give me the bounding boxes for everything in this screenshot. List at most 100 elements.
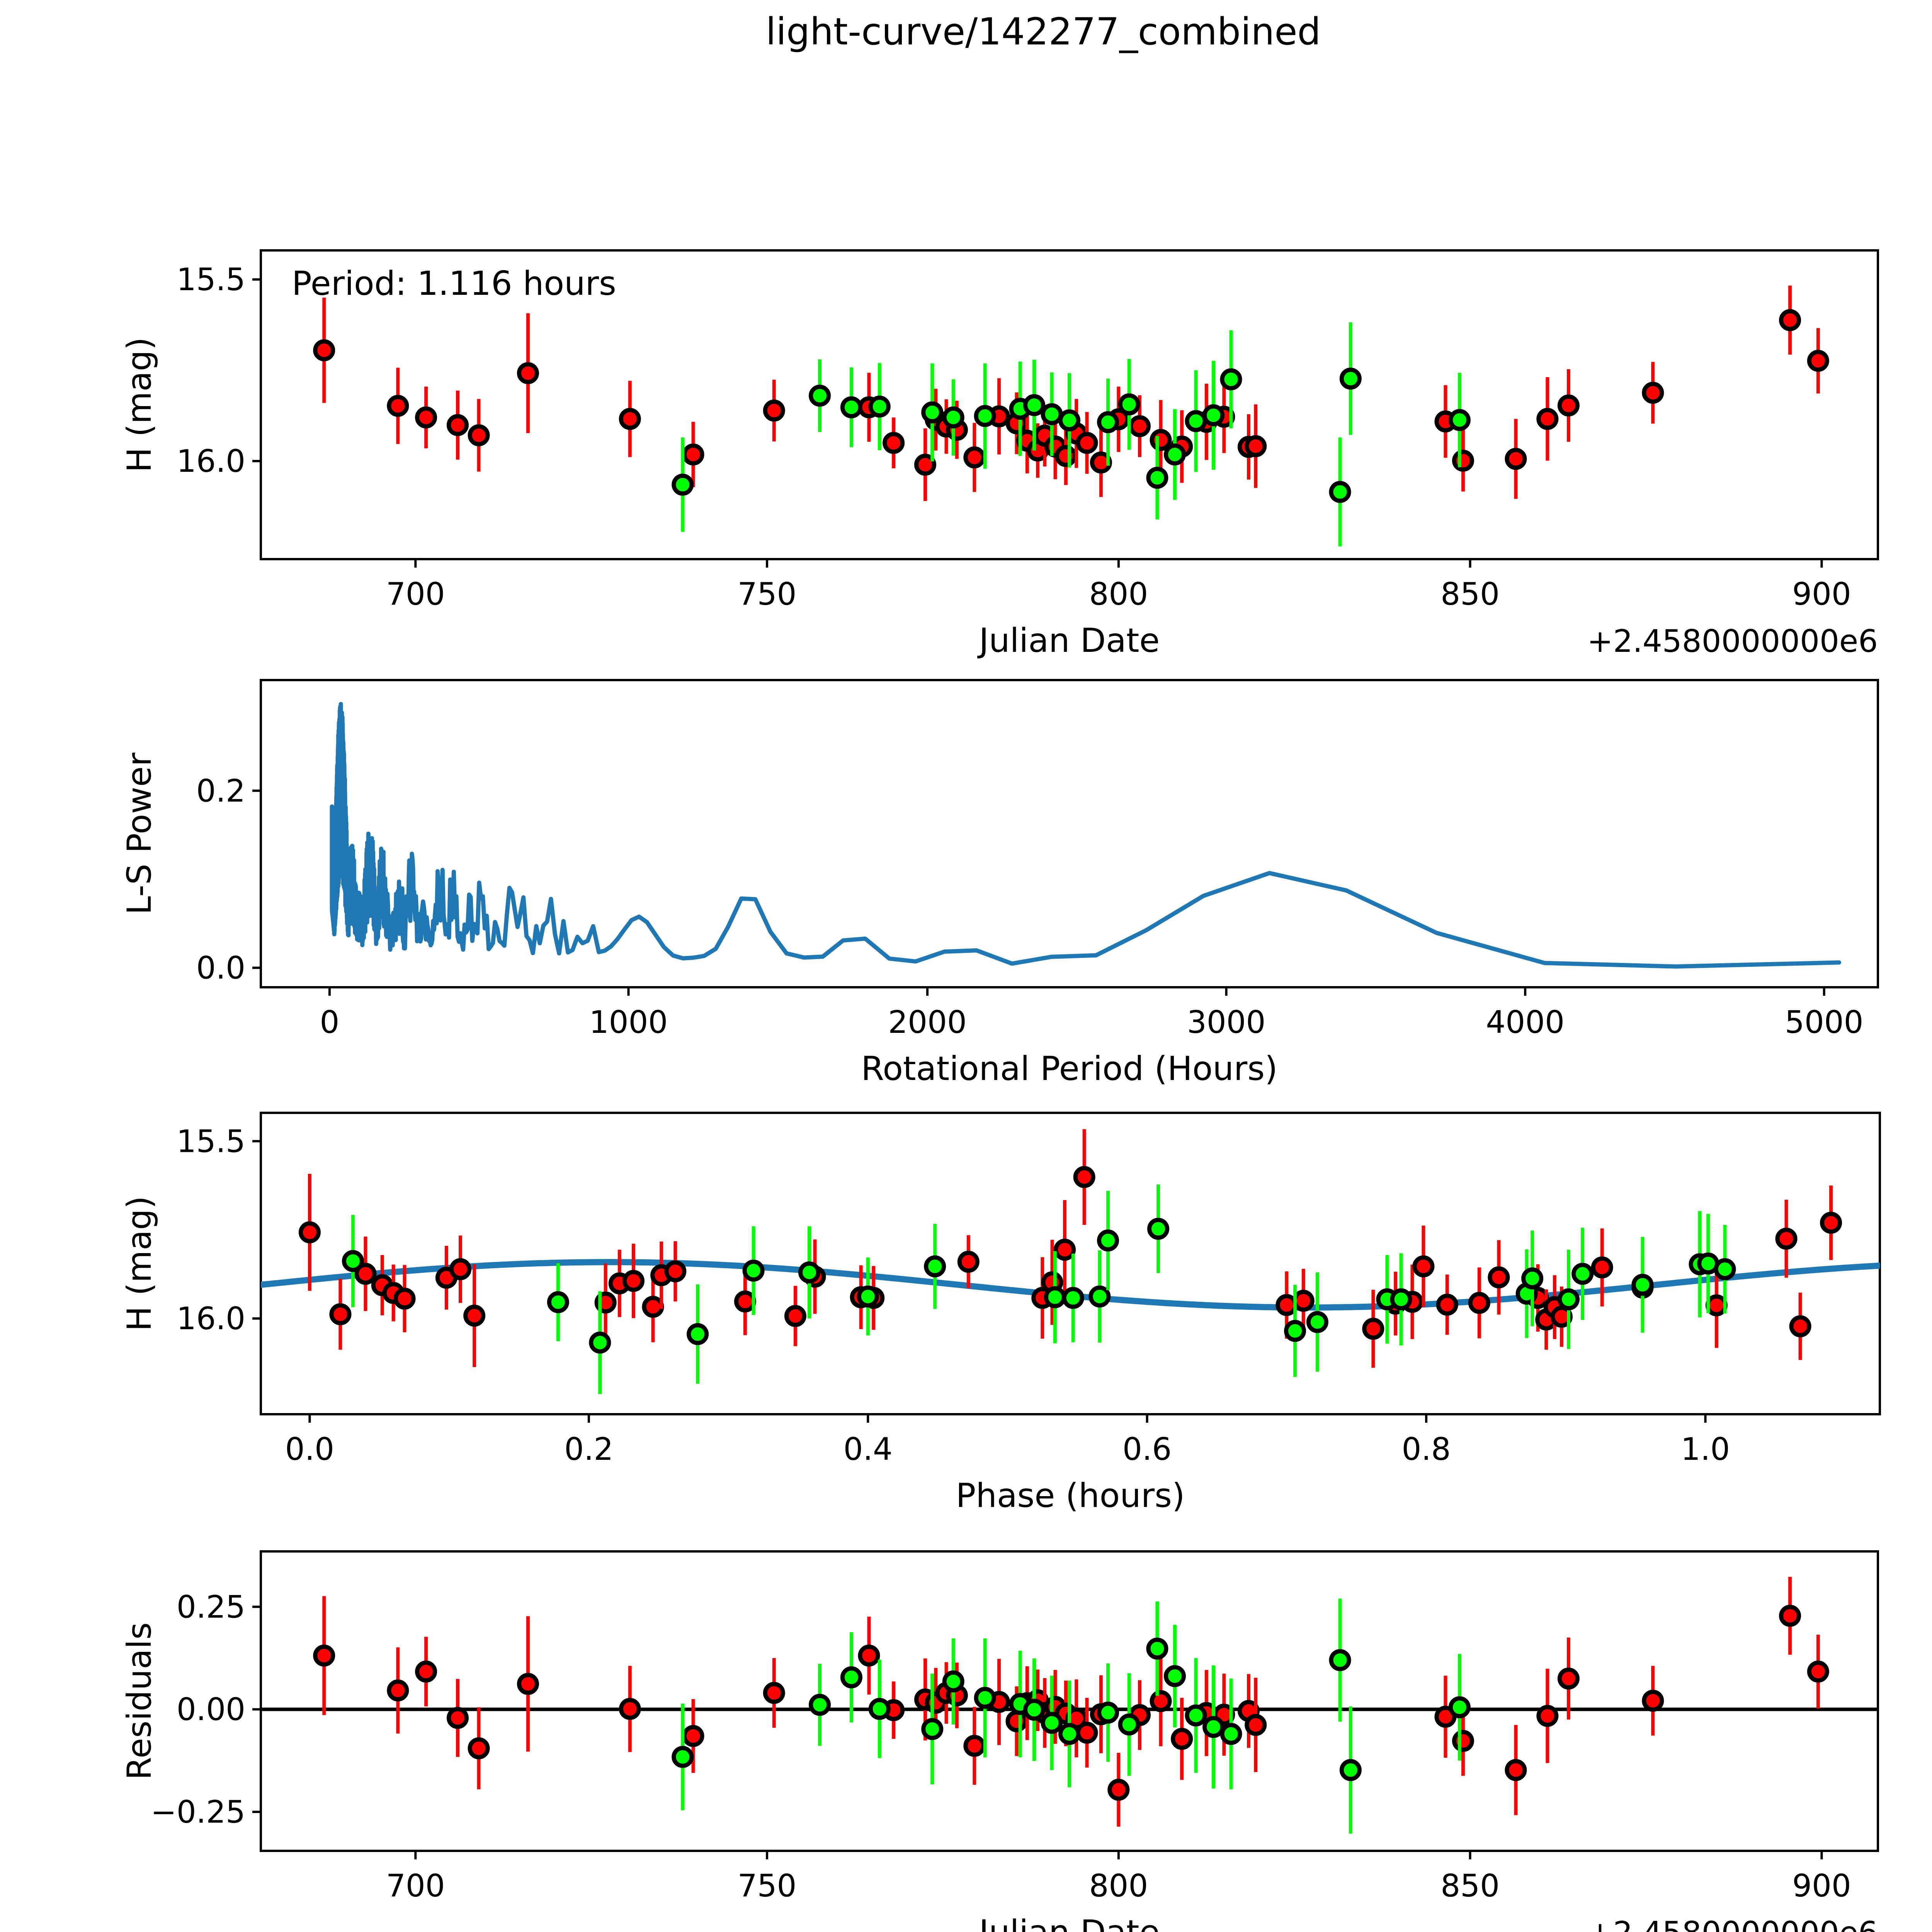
x-tick-label: 0.4 xyxy=(844,1431,893,1467)
figure-title: light-curve/142277_combined xyxy=(766,10,1321,53)
data-point-marker xyxy=(1468,1292,1490,1314)
panel-residuals: 700 750 800 850 900 0.25 0.00 −0.25 Julian Date R… xyxy=(120,1550,1879,1932)
data-point-marker xyxy=(742,1259,765,1282)
data-point-marker xyxy=(924,1255,946,1277)
data-point-marker xyxy=(1076,432,1098,454)
y-axis-label: L-S Power xyxy=(120,752,159,915)
data-point-marker xyxy=(415,1660,437,1683)
data-point-marker xyxy=(664,1260,687,1282)
panel-lightcurve: 700 750 800 850 900 16.0 15.5 Julian Date H (mag… xyxy=(120,249,1879,660)
series-red xyxy=(313,1577,1829,1827)
data-point-marker xyxy=(682,443,704,466)
data-point-marker xyxy=(763,400,785,422)
data-point-marker xyxy=(1023,394,1046,416)
data-point-marker xyxy=(1023,1699,1046,1721)
data-point-marker xyxy=(1090,451,1112,474)
data-point-marker xyxy=(1488,1266,1510,1289)
data-point-marker xyxy=(914,454,936,476)
x-tick-label: 3000 xyxy=(1187,1004,1266,1040)
panel-frame-0 xyxy=(260,249,1879,560)
data-point-marker xyxy=(734,1290,756,1313)
data-point-marker xyxy=(1339,1759,1362,1781)
data-point-marker xyxy=(974,1687,996,1709)
data-point-marker xyxy=(1076,1721,1098,1744)
data-point-marker xyxy=(1041,403,1063,425)
y-tick-label: 15.5 xyxy=(177,262,245,298)
data-point-marker xyxy=(1521,1267,1544,1290)
data-point-marker xyxy=(1088,1285,1111,1308)
data-point-marker xyxy=(687,1323,709,1345)
data-point-marker xyxy=(1185,410,1207,432)
data-point-marker xyxy=(1146,1638,1168,1660)
data-point-marker xyxy=(1571,1263,1594,1285)
data-point-marker xyxy=(1220,368,1242,391)
data-point-marker xyxy=(957,1250,980,1273)
data-point-marker xyxy=(1128,415,1151,437)
data-point-marker xyxy=(1058,1723,1080,1745)
data-point-marker xyxy=(682,1725,704,1747)
panel-phase-folded: 0.0 0.2 0.4 0.6 0.8 1.0 16.0 15.5 Phase (hours) H… xyxy=(120,1112,1881,1515)
data-point-marker xyxy=(1284,1320,1306,1342)
panel-data-1 xyxy=(330,702,1841,969)
data-point-marker xyxy=(1779,309,1801,331)
data-point-marker xyxy=(415,406,437,429)
data-point-marker xyxy=(622,1270,645,1292)
data-point-marker xyxy=(963,1735,986,1757)
data-point-marker xyxy=(342,1250,364,1272)
data-point-marker xyxy=(547,1291,569,1313)
panel-periodogram: 0 1000 2000 3000 4000 5000 0.0 0.2 Rotational Pe… xyxy=(120,679,1879,1088)
panel-frame-3 xyxy=(260,1550,1879,1852)
x-tick-label: 0.0 xyxy=(285,1431,334,1467)
x-tick-label: 0 xyxy=(320,1004,339,1040)
data-point-marker xyxy=(1591,1256,1613,1279)
x-axis-offset-label: +2.4580000000e6 xyxy=(1587,1915,1878,1932)
y-tick-label: 0.25 xyxy=(177,1589,245,1625)
data-point-marker xyxy=(619,1698,641,1720)
data-point-marker xyxy=(921,401,944,423)
x-tick-label: 900 xyxy=(1792,576,1851,612)
data-point-marker xyxy=(329,1303,352,1325)
data-point-marker xyxy=(868,1698,891,1720)
data-point-marker xyxy=(1163,443,1186,466)
data-point-marker xyxy=(798,1261,821,1284)
data-point-marker xyxy=(313,339,335,361)
x-tick-label: 750 xyxy=(738,1868,797,1904)
data-point-marker xyxy=(1097,1701,1119,1724)
x-axis-offset-label: +2.4580000000e6 xyxy=(1587,623,1878,659)
data-point-marker xyxy=(1448,409,1471,431)
data-point-marker xyxy=(1150,1690,1172,1712)
data-point-marker xyxy=(1054,1238,1076,1261)
data-point-marker xyxy=(1714,1258,1736,1281)
data-point-marker xyxy=(1362,1318,1384,1340)
x-tick-label: 0.2 xyxy=(564,1431,613,1467)
data-point-marker xyxy=(387,1679,409,1702)
data-point-marker xyxy=(1412,1255,1435,1277)
y-tick-label: −0.25 xyxy=(151,1794,245,1830)
y-tick-label: 15.5 xyxy=(177,1123,245,1159)
x-tick-label: 0.8 xyxy=(1401,1431,1451,1467)
x-tick-label: 750 xyxy=(738,576,797,612)
data-point-marker xyxy=(1202,1716,1225,1738)
data-point-marker xyxy=(1789,1315,1811,1337)
x-axis-label: Julian Date xyxy=(977,621,1160,660)
y-tick-label: 16.0 xyxy=(177,443,245,479)
data-point-marker xyxy=(1146,466,1168,489)
data-point-marker xyxy=(1097,411,1119,434)
x-tick-label: 5000 xyxy=(1785,1004,1864,1040)
data-point-marker xyxy=(763,1682,785,1704)
data-point-marker xyxy=(868,395,891,418)
data-point-marker xyxy=(354,1263,377,1285)
data-point-marker xyxy=(921,1718,944,1740)
x-tick-label: 850 xyxy=(1440,1868,1500,1904)
data-point-marker xyxy=(784,1305,806,1327)
panel-data-0 xyxy=(313,286,1829,547)
data-point-marker xyxy=(1097,1229,1119,1252)
data-point-marker xyxy=(1775,1228,1798,1250)
data-point-marker xyxy=(672,473,694,496)
data-point-marker xyxy=(446,414,469,436)
data-point-marker xyxy=(1642,1689,1664,1712)
x-axis-label: Phase (hours) xyxy=(956,1476,1185,1515)
data-point-marker xyxy=(517,1673,539,1695)
data-point-marker xyxy=(387,395,409,417)
